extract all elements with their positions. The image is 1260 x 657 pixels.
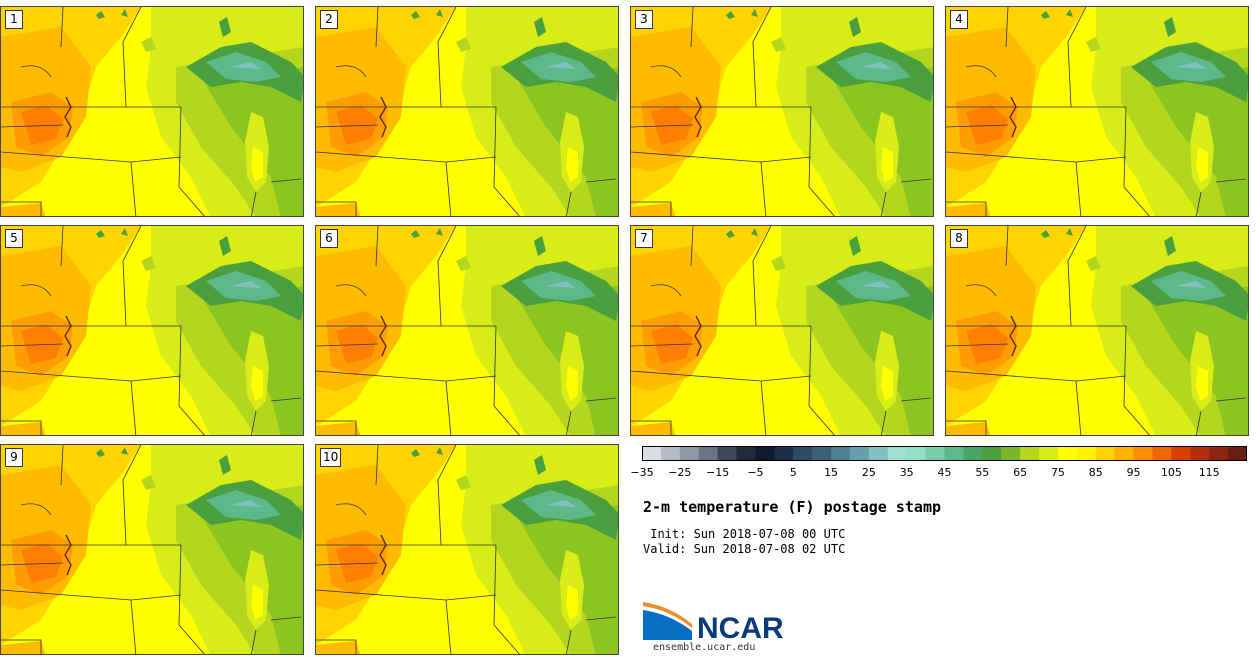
member-label: 10 (320, 448, 342, 467)
colorbar-segment (1057, 446, 1078, 461)
ensemble-member-map: 3 (630, 6, 934, 217)
member-label: 3 (635, 10, 653, 29)
colorbar-segment (1133, 446, 1153, 461)
colorbar-tick-label: 65 (1013, 466, 1028, 479)
ensemble-member-map: 2 (315, 6, 619, 217)
ensemble-member-map: 10 (315, 444, 619, 655)
colorbar-segment (1039, 446, 1059, 461)
colorbar-segment (642, 446, 662, 461)
init-time: Init: Sun 2018-07-08 00 UTC (643, 527, 846, 541)
ensemble-member-map: 6 (315, 225, 619, 436)
member-label: 5 (5, 229, 23, 248)
colorbar-segment (1190, 446, 1210, 461)
colorbar-tick-label: −5 (747, 466, 764, 479)
colorbar-segment (944, 446, 964, 461)
colorbar-tick-label: 105 (1160, 466, 1182, 479)
colorbar-tick-label: 25 (861, 466, 876, 479)
colorbar-segment (736, 446, 756, 461)
member-label: 6 (320, 229, 338, 248)
colorbar-segment (1020, 446, 1040, 461)
ncar-logo-icon (643, 602, 692, 640)
member-label: 8 (950, 229, 968, 248)
colorbar-segment (1228, 446, 1247, 461)
colorbar-segment (1076, 446, 1097, 461)
colorbar-segment (849, 446, 870, 461)
colorbar-segment (1171, 446, 1191, 461)
colorbar-tick-label: 75 (1050, 466, 1065, 479)
colorbar-tick-label: 115 (1198, 466, 1220, 479)
member-label: 9 (5, 448, 23, 467)
ensemble-member-map: 7 (630, 225, 934, 436)
colorbar-tick-label: −35 (630, 466, 654, 479)
colorbar-tick-label: −15 (706, 466, 730, 479)
valid-time: Valid: Sun 2018-07-08 02 UTC (643, 542, 846, 556)
logo-text: NCAR (697, 612, 784, 645)
colorbar-segment (925, 446, 945, 461)
colorbar-tick-label: 45 (937, 466, 952, 479)
colorbar-segment (1001, 446, 1021, 461)
colorbar-segment (1152, 446, 1172, 461)
colorbar-tick-label: 55 (975, 466, 990, 479)
colorbar-tick-label: 35 (899, 466, 914, 479)
colorbar (642, 446, 1247, 461)
colorbar-segment (963, 446, 983, 461)
colorbar-segment (1209, 446, 1229, 461)
chart-title: 2-m temperature (F) postage stamp (643, 498, 942, 516)
colorbar-tick-label: 5 (789, 466, 797, 479)
colorbar-segment (698, 446, 719, 461)
ensemble-member-map: 4 (945, 6, 1249, 217)
ensemble-member-map: 5 (0, 225, 304, 436)
member-label: 2 (320, 10, 338, 29)
ensemble-member-map: 9 (0, 444, 304, 655)
colorbar-segment (812, 446, 832, 461)
colorbar-tick-label: 15 (824, 466, 839, 479)
member-label: 1 (5, 10, 23, 29)
colorbar-segment (1114, 446, 1135, 461)
colorbar-segment (831, 446, 851, 461)
colorbar-segment (887, 446, 908, 461)
colorbar-segment (774, 446, 794, 461)
colorbar-tick-label: 85 (1088, 466, 1103, 479)
colorbar-segment (660, 446, 681, 461)
colorbar-segment (679, 446, 700, 461)
colorbar-segment (1095, 446, 1116, 461)
logo-url: ensemble.ucar.edu (653, 642, 756, 653)
ensemble-member-map: 1 (0, 6, 304, 217)
colorbar-segment (755, 446, 775, 461)
colorbar-segment (982, 446, 1002, 461)
colorbar-tick-label: 95 (1126, 466, 1141, 479)
member-label: 7 (635, 229, 653, 248)
colorbar-segment (717, 446, 738, 461)
colorbar-segment (868, 446, 889, 461)
ensemble-member-map: 8 (945, 225, 1249, 436)
colorbar-tick-label: −25 (668, 466, 692, 479)
colorbar-segment (793, 446, 813, 461)
colorbar-segment (906, 446, 927, 461)
member-label: 4 (950, 10, 968, 29)
